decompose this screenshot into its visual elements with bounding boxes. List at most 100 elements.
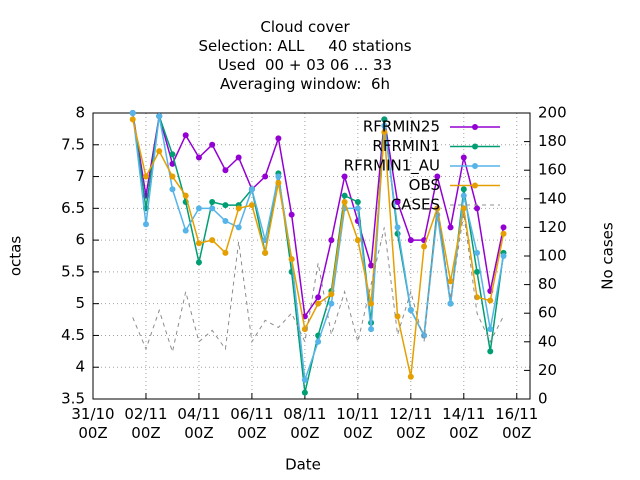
point (288, 256, 295, 263)
y-tick-label: 7 (75, 167, 85, 185)
point (195, 259, 202, 266)
point (447, 300, 454, 307)
x-tick-label: 31/10 00Z (71, 405, 115, 442)
point (156, 113, 163, 120)
point (301, 376, 308, 383)
point (328, 291, 335, 298)
point (195, 240, 202, 247)
legend-label: OBS (409, 176, 440, 194)
point (156, 148, 163, 155)
point (394, 313, 401, 320)
point (209, 205, 216, 212)
x-tick-label: 10/11 00Z (336, 405, 380, 442)
point (341, 173, 348, 180)
y2-tick-label: 40 (538, 332, 557, 350)
plot-frame (92, 112, 531, 400)
point (500, 253, 507, 259)
point (169, 186, 176, 193)
point (315, 300, 322, 307)
point (447, 224, 454, 231)
legend-label: CASES (391, 196, 440, 214)
point (354, 205, 361, 212)
point (328, 300, 335, 307)
y-tick-label: 4.5 (61, 326, 85, 344)
point (434, 173, 441, 180)
point (222, 218, 229, 225)
point (222, 167, 229, 174)
point (262, 173, 269, 180)
legend-marker (472, 182, 478, 189)
point (460, 205, 467, 212)
point (169, 173, 176, 180)
y2-tick-label: 20 (538, 361, 557, 379)
y2-tick-label: 200 (538, 104, 567, 122)
legend-label: RFRMIN1_AU (344, 157, 440, 176)
point (315, 294, 322, 301)
point (315, 338, 322, 345)
point (394, 224, 401, 231)
point (460, 192, 467, 199)
point (195, 205, 202, 212)
y2-tick-label: 180 (538, 132, 567, 150)
point (129, 116, 136, 123)
point (209, 198, 216, 205)
legend-label: RFRMIN25 (363, 118, 440, 136)
point (222, 249, 229, 256)
y-tick-label: 8 (75, 104, 85, 122)
series-line (131, 112, 505, 393)
y2-tick-label: 80 (538, 275, 557, 293)
y-tick-label: 5.5 (61, 262, 85, 280)
y2-tick-label: 60 (538, 304, 557, 322)
point (262, 249, 269, 256)
y-tick-label: 6 (75, 231, 85, 249)
legend-label: RFRMIN1 (372, 137, 440, 155)
legend-marker (472, 163, 478, 169)
x-tick-label: 02/11 00Z (124, 405, 168, 442)
point (288, 211, 295, 218)
point (407, 307, 414, 314)
point (474, 249, 481, 256)
y2-tick-label: 0 (538, 390, 548, 408)
point (209, 141, 216, 148)
y-tick-label: 6.5 (61, 199, 85, 217)
point (354, 198, 361, 205)
y2-tick-label: 120 (538, 218, 567, 236)
point (368, 262, 375, 269)
point (275, 173, 282, 180)
point (381, 116, 388, 123)
point (447, 278, 454, 285)
point (235, 154, 242, 161)
legend-marker (472, 124, 478, 130)
point (368, 326, 375, 333)
point (235, 205, 242, 212)
point (394, 198, 401, 205)
point (381, 122, 388, 129)
y-tick-label: 3.5 (61, 390, 85, 408)
point (368, 300, 375, 307)
point (474, 205, 481, 212)
y2-tick-label: 140 (538, 189, 567, 207)
point (487, 297, 494, 304)
point (182, 192, 189, 199)
point (474, 268, 481, 275)
point (460, 154, 467, 161)
point (129, 110, 136, 116)
x-axis-label: Date (285, 456, 321, 474)
x-tick-label: 06/11 00Z (230, 405, 274, 442)
y-axis-label: octas (7, 236, 25, 276)
y2-tick-label: 100 (538, 247, 567, 265)
point (235, 224, 242, 231)
point (487, 348, 494, 355)
point (142, 221, 149, 228)
x-tick-label: 08/11 00Z (283, 405, 327, 442)
point (341, 192, 348, 199)
point (182, 227, 189, 234)
point (328, 237, 335, 244)
chart-title: Cloud cover Selection: ALL 40 stations U… (198, 18, 412, 93)
y2-axis-label: No cases (599, 222, 617, 290)
point (460, 186, 467, 193)
point (248, 186, 255, 193)
y2-tick-label: 160 (538, 161, 567, 179)
point (381, 129, 388, 136)
